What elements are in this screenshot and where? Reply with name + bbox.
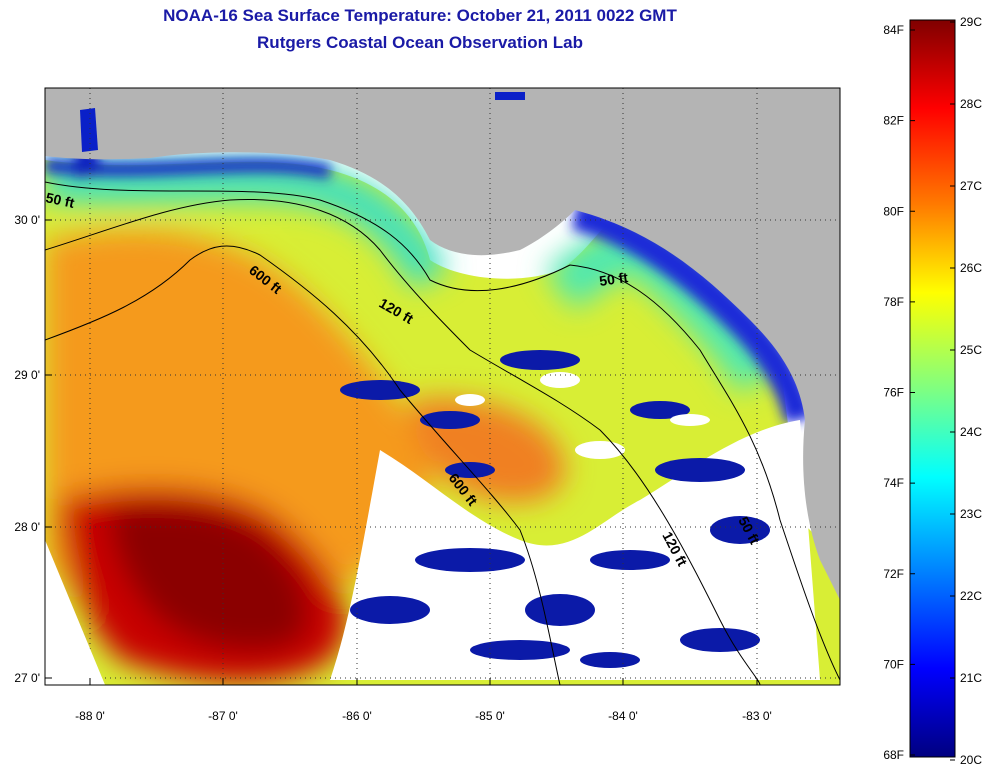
lon-tick-label: -83 0'	[742, 709, 772, 723]
fahrenheit-label: 72F	[883, 567, 904, 581]
cloud-mask	[330, 350, 820, 680]
celsius-scale: 29C 28C 27C 26C 25C 24C 23C 22C 21C 20C	[950, 15, 982, 767]
fahrenheit-label: 76F	[883, 386, 904, 400]
celsius-label: 20C	[960, 753, 982, 767]
fahrenheit-label: 82F	[883, 114, 904, 128]
contour-label: 50 ft	[44, 189, 76, 211]
map-subtitle: Rutgers Coastal Ocean Observation Lab	[257, 33, 583, 52]
celsius-label: 23C	[960, 507, 982, 521]
land-area	[45, 88, 840, 600]
celsius-label: 21C	[960, 671, 982, 685]
celsius-label: 27C	[960, 179, 982, 193]
fahrenheit-label: 70F	[883, 657, 904, 671]
lat-tick-label: 30 0'	[14, 213, 40, 227]
celsius-label: 25C	[960, 343, 982, 357]
fahrenheit-label: 68F	[883, 748, 904, 762]
lon-tick-label: -88 0'	[75, 709, 105, 723]
lat-axis: 30 0' 29 0' 28 0' 27 0'	[14, 213, 40, 685]
plot-frame	[44, 87, 841, 686]
fahrenheit-label: 80F	[883, 204, 904, 218]
sst-plot	[45, 88, 840, 685]
axis-ticks	[45, 219, 758, 685]
lon-tick-label: -86 0'	[342, 709, 372, 723]
celsius-label: 22C	[960, 589, 982, 603]
fahrenheit-scale: 84F 82F 80F 78F 76F 74F 72F 70F 68F	[883, 23, 915, 762]
lat-tick-label: 28 0'	[14, 520, 40, 534]
fahrenheit-label: 84F	[883, 23, 904, 37]
contour-label: 50 ft	[598, 269, 629, 289]
celsius-label: 28C	[960, 97, 982, 111]
celsius-label: 29C	[960, 15, 982, 29]
colorbar-gradient	[909, 19, 956, 758]
lat-tick-label: 29 0'	[14, 368, 40, 382]
lon-tick-label: -84 0'	[608, 709, 638, 723]
lon-tick-label: -87 0'	[208, 709, 238, 723]
lon-axis: -88 0' -87 0' -86 0' -85 0' -84 0' -83 0…	[75, 709, 772, 723]
lon-tick-label: -85 0'	[475, 709, 505, 723]
celsius-label: 26C	[960, 261, 982, 275]
map-title: NOAA-16 Sea Surface Temperature: October…	[163, 6, 677, 25]
lat-tick-label: 27 0'	[14, 671, 40, 685]
celsius-label: 24C	[960, 425, 982, 439]
fahrenheit-label: 74F	[883, 476, 904, 490]
fahrenheit-label: 78F	[883, 295, 904, 309]
bathymetry-contours	[45, 181, 840, 685]
